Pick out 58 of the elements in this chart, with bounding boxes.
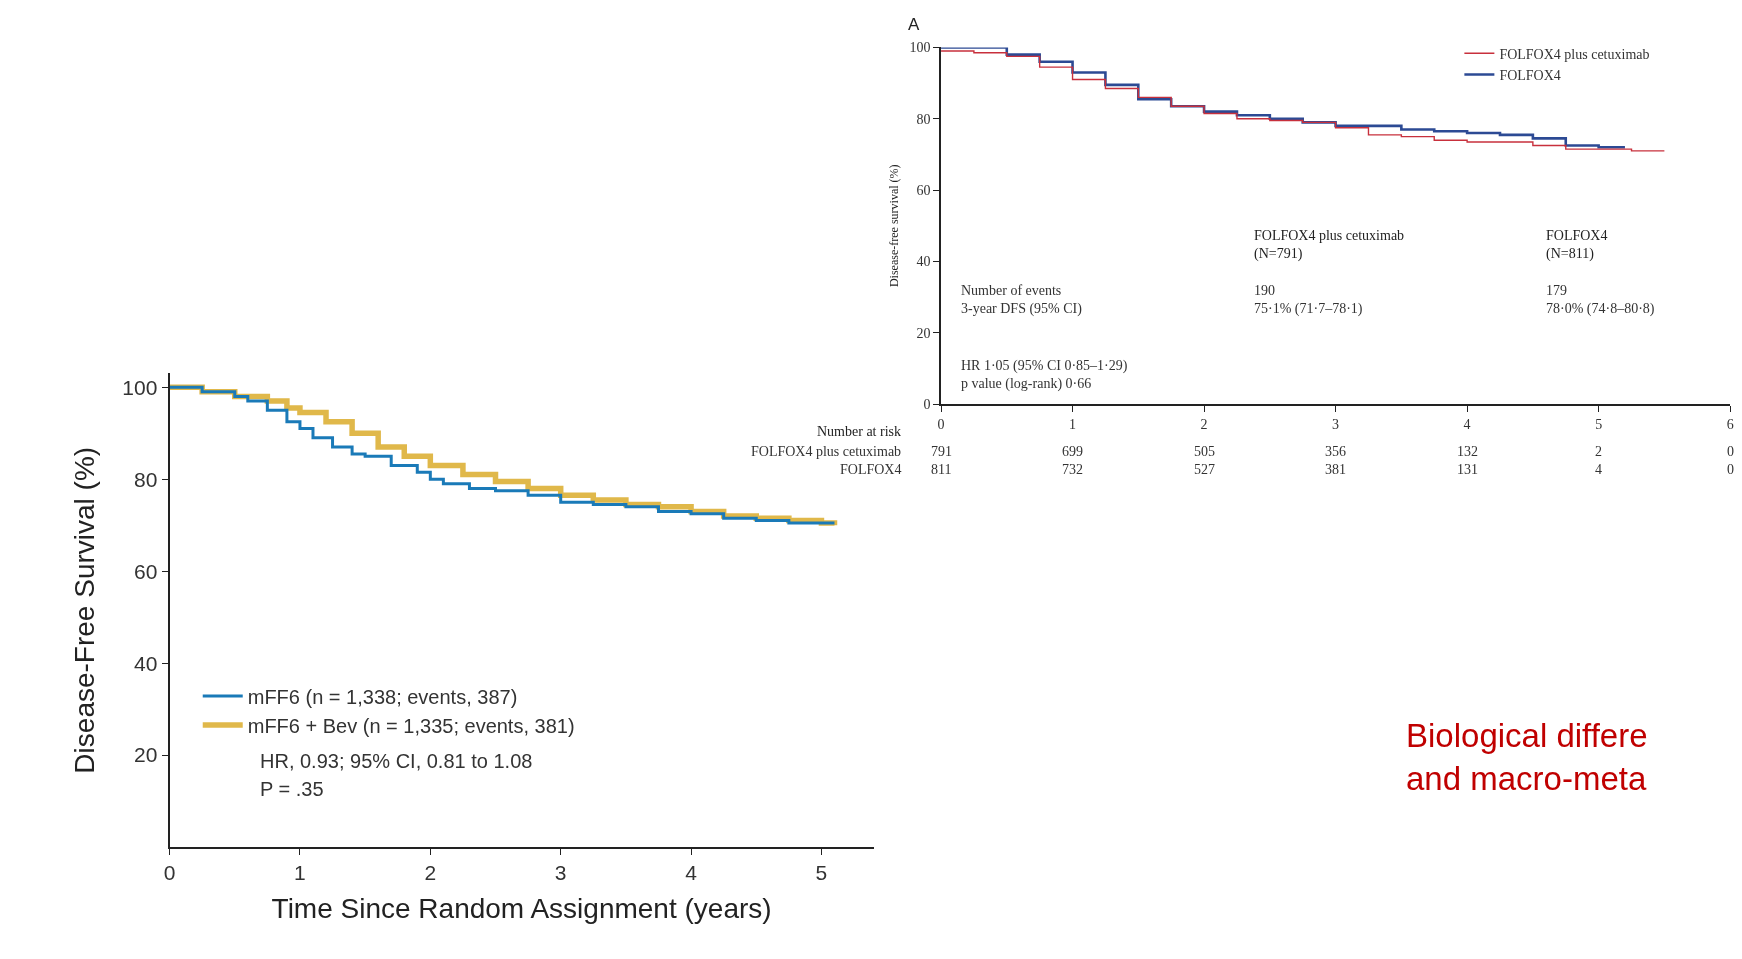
annotation: FOLFOX4 plus cetuximab (751, 444, 902, 459)
legend-label: FOLFOX4 plus cetuximab (1499, 46, 1650, 62)
annotation: Number of events 3-year DFS (95% CI) (961, 283, 1083, 318)
y-tick-label: 100 (909, 40, 931, 56)
text: 732 (1062, 462, 1083, 477)
x-tick-label: 2 (424, 861, 437, 885)
y-tick-label: 20 (916, 325, 931, 341)
y-tick-label: 60 (916, 183, 931, 199)
text: 0 (1727, 444, 1734, 459)
x-tick-label: 5 (1595, 416, 1603, 432)
y-tick-label: 20 (134, 743, 158, 767)
annotation: 179 78·0% (74·8–80·8) (1546, 283, 1655, 318)
annotation: HR, 0.93; 95% CI, 0.81 to 1.08 (260, 750, 533, 772)
text: 527 (1194, 462, 1215, 477)
x-axis-title: Time Since Random Assignment (years) (271, 892, 772, 924)
x-tick-label: 3 (554, 861, 567, 885)
annotation: HR 1·05 (95% CI 0·85–1·29) p value (log-rank) 0·66 (961, 358, 1128, 393)
y-tick-label: 0 (923, 396, 931, 412)
text: 811 (931, 462, 952, 477)
y-tick-label: 100 (122, 375, 158, 399)
text: 791 (931, 444, 952, 459)
annotation: Number at risk (817, 424, 901, 439)
annotation: FOLFOX4 (N=811) (1546, 228, 1608, 263)
y-tick-label: 60 (134, 559, 158, 583)
x-tick-label: 4 (1463, 416, 1471, 432)
text: 356 (1325, 444, 1346, 459)
x-tick-label: 1 (294, 861, 306, 885)
y-axis-title: Disease-free survival (%) (887, 164, 902, 288)
annotation: FOLFOX4 plus cetuximab (N=791) (1254, 228, 1405, 263)
x-tick-label: 0 (163, 861, 176, 885)
text: 0 (1727, 462, 1734, 477)
text: 132 (1457, 444, 1478, 459)
text: 381 (1325, 462, 1346, 477)
legend-label: FOLFOX4 (1499, 67, 1561, 83)
y-tick-label: 40 (916, 254, 931, 270)
x-tick-label: 2 (1200, 416, 1208, 432)
legend-label: mFF6 + Bev (n = 1,335; events, 381) (247, 714, 575, 737)
annotation: P = .35 (260, 778, 324, 800)
x-tick-label: 4 (685, 861, 698, 885)
y-tick-label: 40 (134, 651, 158, 675)
text: Biological differe and macro-meta (1406, 717, 1648, 797)
x-tick-label: 3 (1332, 416, 1340, 432)
text: 699 (1062, 444, 1083, 459)
legend-label: mFF6 (n = 1,338; events, 387) (247, 685, 518, 708)
y-tick-label: 80 (916, 111, 931, 127)
annotation: FOLFOX4 (840, 462, 902, 477)
x-tick-label: 0 (937, 416, 945, 432)
annotation: 190 75·1% (71·7–78·1) (1254, 283, 1363, 318)
text: 4 (1595, 462, 1602, 477)
text: 2 (1595, 444, 1602, 459)
x-tick-label: 1 (1069, 416, 1077, 432)
chart-title: A (908, 15, 920, 34)
y-tick-label: 80 (134, 467, 158, 491)
y-axis-title: Disease-Free Survival (%) (68, 446, 100, 774)
x-tick-label: 6 (1726, 416, 1734, 432)
text: 505 (1194, 444, 1215, 459)
text: 131 (1457, 462, 1478, 477)
x-tick-label: 5 (815, 861, 828, 885)
